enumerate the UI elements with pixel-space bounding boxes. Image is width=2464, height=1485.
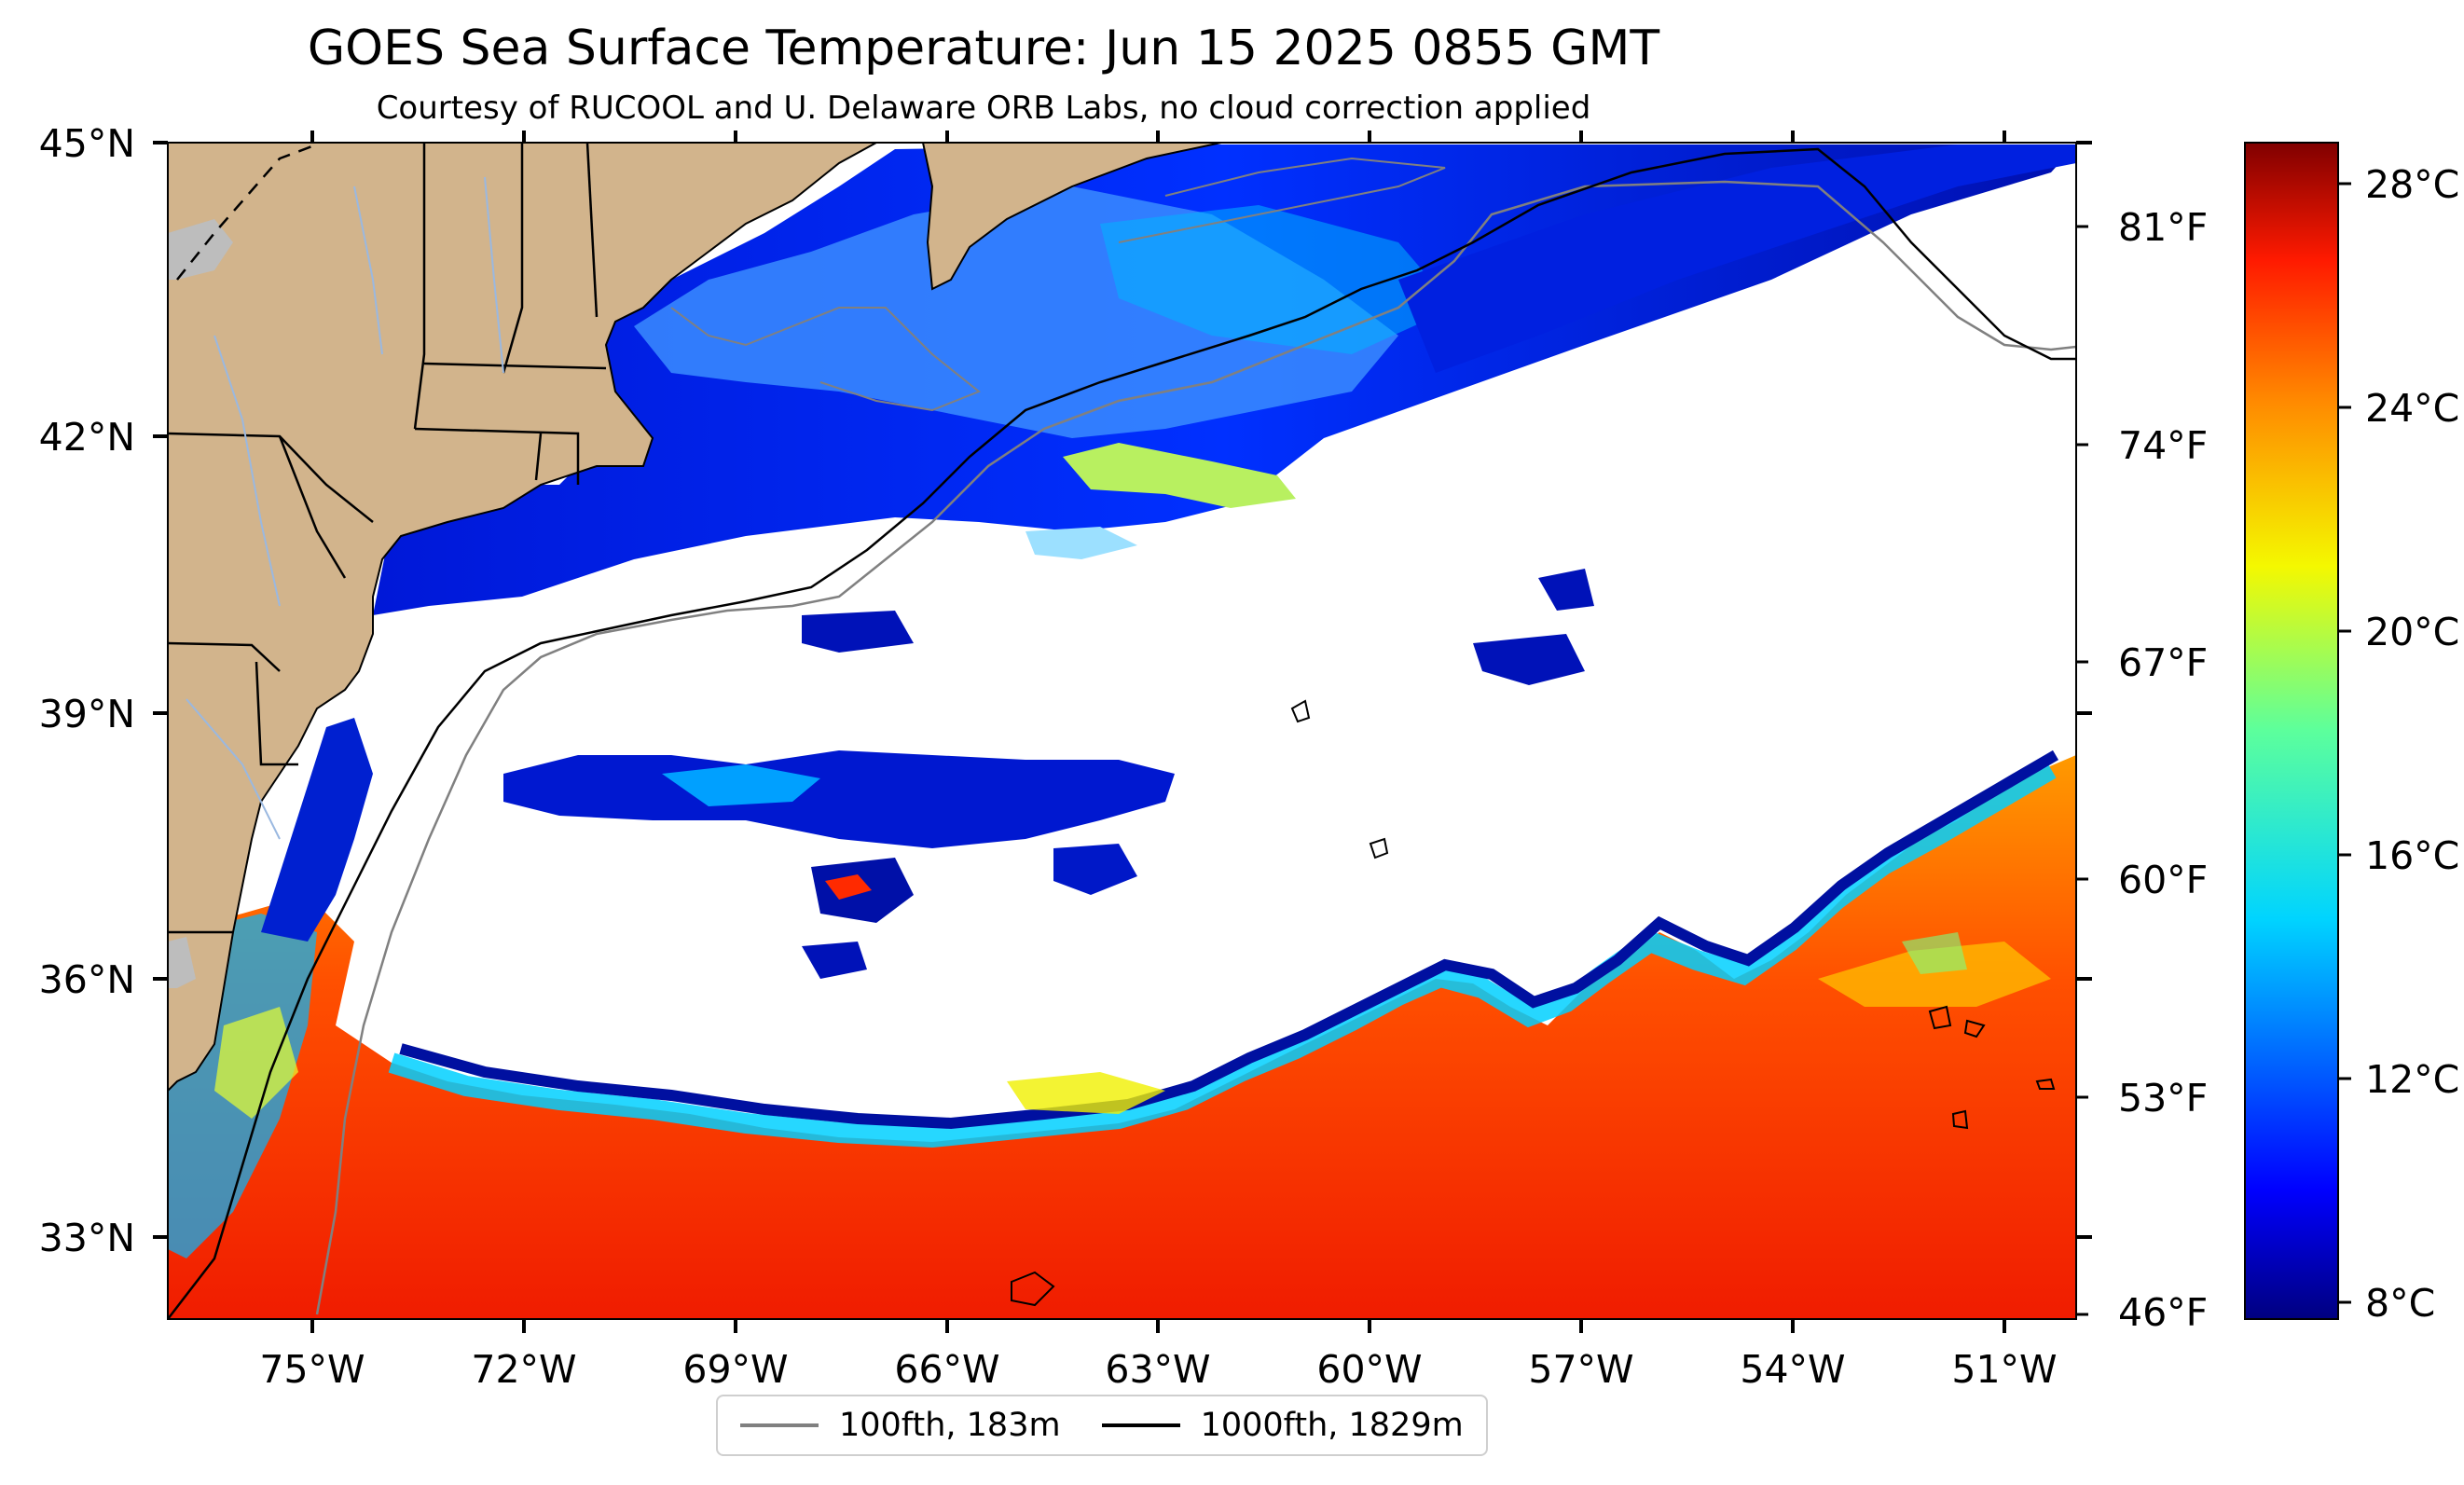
seamount-contour-2 — [1369, 837, 1389, 859]
warm-streak-2 — [1026, 527, 1137, 559]
fahrenheit-axis: 81°F 74°F 67°F 60°F 53°F 46°F — [2076, 141, 2208, 1335]
isobath-100fth — [315, 180, 2076, 1315]
mid-ocean-patch-8 — [662, 764, 820, 806]
map-frame — [167, 142, 2077, 1320]
warm-streak-1 — [1063, 443, 1296, 508]
mid-ocean-patch-4 — [802, 942, 867, 979]
f-tick-67: 67°F — [2118, 640, 2208, 685]
colorbar: 28°C 24°C 20°C 16°C 12°C 8°C — [2244, 142, 2459, 1326]
isobath-1000fth — [168, 147, 2076, 1319]
canada-border — [176, 143, 318, 281]
coastal-yellow-patch — [214, 1007, 298, 1119]
mid-ocean-patch-3 — [1053, 844, 1137, 895]
seamount-contour-3 — [1928, 1005, 1952, 1030]
lake-region — [168, 219, 233, 280]
seamount-contour-1 — [1290, 699, 1311, 723]
f-tick-60: 60°F — [2118, 858, 2208, 902]
lon-tick-51w: 51°W — [1951, 1347, 2057, 1392]
f-tick-53: 53°F — [2118, 1076, 2208, 1121]
coastal-blue-patch — [261, 718, 373, 942]
gulf-stream-north-wall — [388, 760, 2057, 1148]
mid-ocean-patch-6 — [1538, 569, 1594, 611]
longitude-axis: 75°W 72°W 69°W 66°W 63°W 60°W 57°W 54°W … — [259, 1319, 2058, 1392]
lon-tick-60w: 60°W — [1316, 1347, 1422, 1392]
lat-tick-36: 36°N — [39, 957, 135, 1002]
gulf-stream-warm-region — [168, 755, 2076, 1319]
legend-label-1000fth: 1000fth, 1829m — [1200, 1407, 1464, 1444]
lon-tick-66w: 66°W — [894, 1347, 999, 1392]
lon-tick-54w: 54°W — [1740, 1347, 1845, 1392]
seamount-contour-4 — [1963, 1019, 1986, 1038]
lake-region-2 — [168, 937, 196, 988]
isobath-100fth-north — [1118, 157, 1446, 243]
mid-ocean-patch-5 — [1473, 634, 1585, 685]
f-tick-81: 81°F — [2118, 205, 2208, 250]
c-tick-24: 24°C — [2365, 386, 2459, 431]
gulf-stream-dark-edge — [399, 749, 2059, 1130]
isobath-legend: 100fth, 183m 1000fth, 1829m — [716, 1395, 1488, 1456]
map-panel — [168, 143, 2076, 1319]
top-axis-ticks — [310, 131, 2006, 143]
state-borders — [168, 143, 607, 934]
legend-item-1000fth: 1000fth, 1829m — [1101, 1407, 1464, 1444]
legend-line-grey — [740, 1423, 819, 1427]
lat-tick-45: 45°N — [39, 121, 135, 166]
seamount-contour-7 — [1011, 1271, 1055, 1307]
lon-tick-57w: 57°W — [1528, 1347, 1633, 1392]
legend-line-black — [1101, 1423, 1180, 1427]
lon-tick-75w: 75°W — [259, 1347, 365, 1392]
map-title: GOES Sea Surface Temperature: Jun 15 202… — [307, 21, 1660, 76]
yellow-filament-3 — [1902, 932, 1967, 974]
latitude-axis: 45°N 42°N 39°N 36°N 33°N — [39, 121, 168, 1260]
lat-tick-33: 33°N — [39, 1216, 135, 1260]
lon-tick-63w: 63°W — [1105, 1347, 1210, 1392]
isobath-100fth-gom — [670, 307, 981, 412]
yellow-filament-2 — [1818, 942, 2051, 1007]
land-nova-scotia — [921, 143, 1222, 291]
f-tick-74: 74°F — [2118, 423, 2208, 468]
c-tick-8: 8°C — [2365, 1281, 2435, 1326]
colorbar-gradient — [2244, 142, 2339, 1320]
land-north-america — [168, 143, 877, 1093]
legend-label-100fth: 100fth, 183m — [839, 1407, 1061, 1444]
map-subtitle: Courtesy of RUCOOL and U. Delaware ORB L… — [376, 89, 1591, 127]
lat-tick-42: 42°N — [39, 415, 135, 460]
yellow-filament-1 — [1007, 1072, 1165, 1114]
seamount-contour-5 — [1951, 1109, 1969, 1130]
f-tick-46: 46°F — [2118, 1290, 2208, 1335]
c-tick-20: 20°C — [2365, 610, 2459, 654]
ne-cold-band — [1398, 144, 2076, 373]
red-spot-feature — [825, 874, 872, 900]
c-tick-28: 28°C — [2365, 162, 2459, 207]
mid-ocean-patch-7 — [802, 611, 914, 653]
lat-tick-39: 39°N — [39, 692, 135, 736]
legend-item-100fth: 100fth, 183m — [740, 1407, 1061, 1444]
lon-tick-72w: 72°W — [471, 1347, 576, 1392]
lon-tick-69w: 69°W — [682, 1347, 788, 1392]
light-cyan-streak — [1100, 205, 1454, 354]
seamount-contour-6 — [2035, 1078, 2056, 1090]
c-tick-12: 12°C — [2365, 1057, 2459, 1102]
rivers — [186, 176, 504, 840]
c-tick-16: 16°C — [2365, 833, 2459, 878]
